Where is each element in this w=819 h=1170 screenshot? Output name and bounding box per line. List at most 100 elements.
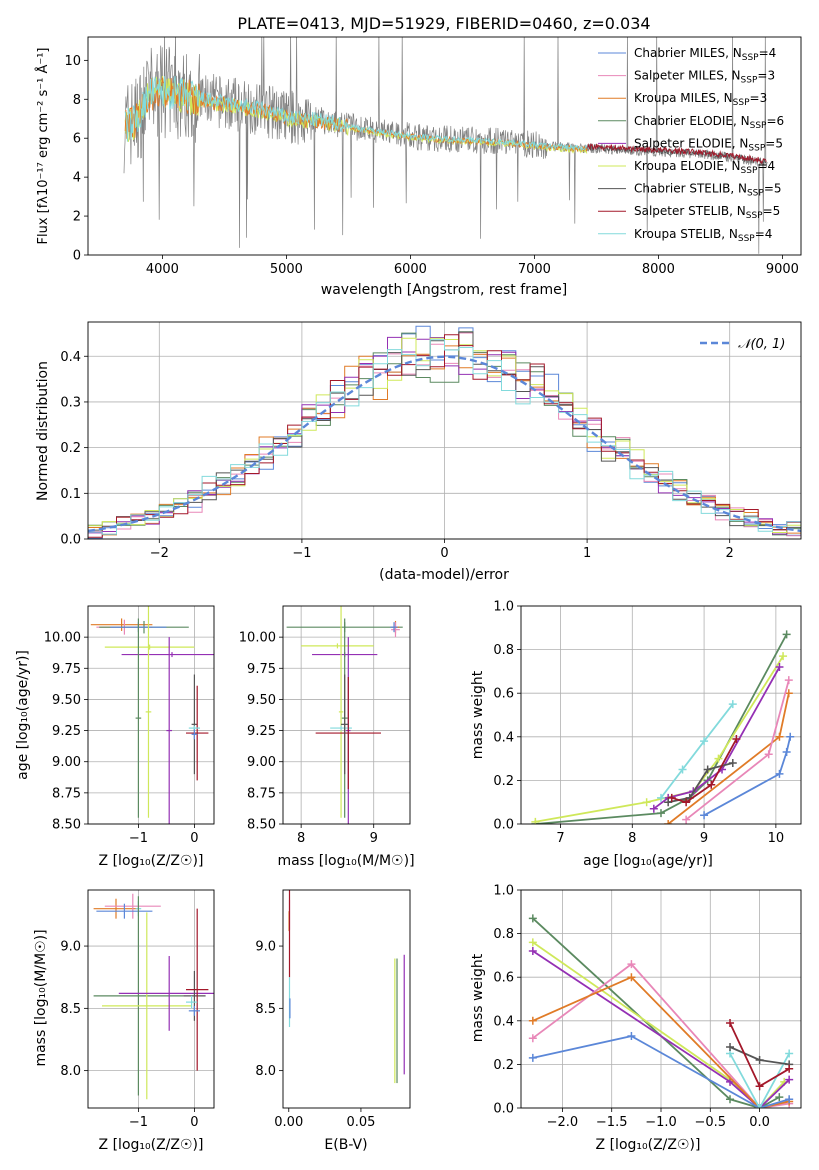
mass-weight-vs-z-ylabel: mass weight bbox=[470, 953, 486, 1042]
series-marker-chabrier-miles bbox=[700, 811, 709, 820]
series-marker-kroupa-stelib bbox=[657, 793, 665, 802]
histogram-kroupa-stelib bbox=[88, 339, 801, 535]
y-tick-label: 8.75 bbox=[52, 786, 81, 801]
axes-frame: −1 0 8.0 8.5 9.0 bbox=[60, 889, 215, 1130]
legend-value: =5 bbox=[764, 182, 782, 196]
mass-weight-vs-z-xlabel: Z [log₁₀(Z/Z☉)] bbox=[596, 1137, 701, 1153]
legend-entry-salpeter-elodie: Salpeter ELODIE, NSSP=5 bbox=[634, 136, 783, 153]
x-tick-label: 0 bbox=[440, 546, 448, 561]
y-tick-label: 4 bbox=[73, 171, 81, 186]
y-tick-label: 0.4 bbox=[60, 350, 81, 365]
mass-vs-ebv-panel: 0.00 0.05 8.0 8.5 9.0 E(B-V) bbox=[255, 889, 411, 1153]
axes-spine bbox=[520, 605, 802, 825]
series-marker-kroupa-elodie bbox=[642, 798, 651, 807]
model-spectrum-salpeter-stelib bbox=[587, 143, 767, 165]
series-marker-kroupa-stelib bbox=[755, 1104, 764, 1108]
series-line-chabrier-miles bbox=[703, 736, 792, 817]
x-tick-label: 9000 bbox=[766, 262, 799, 277]
series-marker-kroupa-elodie bbox=[714, 754, 723, 763]
legend-value: =5 bbox=[765, 136, 783, 150]
series-marker-kroupa-elodie bbox=[531, 817, 540, 824]
y-tick-label: 1.0 bbox=[493, 884, 514, 899]
series-marker-chabrier-elodie bbox=[775, 1093, 784, 1102]
mass-weight-vs-z-plot-area: −2.0 −1.5 −1.0 −0.5 0.0 0.0 0.2 0.4 0.6 0.8 1.0 bbox=[493, 884, 802, 1130]
y-tick-label: 9.75 bbox=[247, 662, 276, 677]
x-tick-label: 0.00 bbox=[274, 1115, 303, 1130]
legend-text: Kroupa STELIB, N bbox=[634, 227, 738, 241]
y-tick-label: 8.50 bbox=[52, 818, 81, 833]
x-tick-label: 1 bbox=[583, 546, 591, 561]
residual-histogram-panel: −2 −1 0 1 2 0.0 0.1 0.2 0.3 0.4 𝒩(0, 1) (data-mode… bbox=[35, 321, 802, 583]
series-line-kroupa-stelib bbox=[729, 1053, 790, 1108]
series-marker-chabrier-miles bbox=[528, 1053, 537, 1062]
x-tick-label: 9 bbox=[700, 831, 708, 846]
mass-weight-vs-age-panel: 7 8 9 10 0.0 0.2 0.4 0.6 0.8 1.0 age [log₁₀(age/y… bbox=[470, 600, 802, 869]
series-marker-salpeter-elodie bbox=[528, 947, 537, 956]
x-tick-label: 5000 bbox=[270, 262, 303, 277]
axes-spine bbox=[282, 889, 411, 1109]
mass-weight-vs-age-plot-area: 7 8 9 10 0.0 0.2 0.4 0.6 0.8 1.0 bbox=[493, 600, 802, 846]
legend-text: Chabrier ELODIE, N bbox=[634, 114, 750, 128]
series-line-chabrier-elodie bbox=[532, 917, 780, 1108]
y-tick-label: 9.00 bbox=[247, 755, 276, 770]
y-tick-label: 0.1 bbox=[60, 487, 81, 502]
series-marker-chabrier-miles bbox=[775, 769, 784, 778]
legend-entry-chabrier-stelib: Chabrier STELIB, NSSP=5 bbox=[634, 182, 782, 199]
legend-text: Kroupa ELODIE, N bbox=[634, 159, 741, 173]
legend-value: =6 bbox=[766, 114, 784, 128]
spectrum-title: PLATE=0413, MJD=51929, FIBERID=0460, z=0… bbox=[237, 14, 650, 33]
age-vs-mass-plot-area: 8 9 8.50 8.75 9.00 9.25 9.50 9.75 10.00 bbox=[239, 605, 411, 846]
legend-subscript: SSP bbox=[741, 76, 758, 86]
legend-entry-kroupa-elodie: Kroupa ELODIE, NSSP=4 bbox=[634, 159, 775, 176]
series-marker-kroupa-miles bbox=[528, 1016, 537, 1025]
y-tick-label: 8.5 bbox=[255, 1002, 276, 1017]
x-tick-label: −1 bbox=[292, 546, 311, 561]
series-line-salpeter-miles bbox=[532, 962, 790, 1108]
legend-value: =3 bbox=[750, 91, 768, 105]
series-marker-chabrier-miles bbox=[782, 748, 791, 757]
series-marker-salpeter-miles bbox=[627, 960, 636, 969]
y-tick-label: 0.6 bbox=[493, 971, 514, 986]
series-marker-kroupa-miles bbox=[664, 820, 673, 824]
series-marker-kroupa-miles bbox=[775, 732, 784, 741]
axes-frame: 8 9 8.50 8.75 9.00 9.25 9.50 9.75 10.00 bbox=[239, 605, 411, 846]
axes-spine bbox=[87, 36, 802, 256]
mass-vs-ebv-xlabel: E(B-V) bbox=[324, 1137, 367, 1153]
legend-value: =4 bbox=[759, 46, 777, 60]
y-tick-label: 8.75 bbox=[247, 786, 276, 801]
y-tick-label: 6 bbox=[73, 132, 81, 147]
y-tick-label: 8.0 bbox=[60, 1064, 81, 1079]
x-tick-label: 8 bbox=[628, 831, 636, 846]
x-tick-label: 0.05 bbox=[346, 1115, 375, 1130]
series-marker-kroupa-elodie bbox=[528, 938, 537, 947]
y-tick-label: 10 bbox=[64, 54, 81, 69]
residual-plot-area: −2 −1 0 1 2 0.0 0.1 0.2 0.3 0.4 𝒩(0, 1) bbox=[60, 321, 802, 561]
legend-entry-kroupa-stelib: Kroupa STELIB, NSSP=4 bbox=[634, 227, 772, 244]
axes-frame: 7 8 9 10 0.0 0.2 0.4 0.6 0.8 1.0 bbox=[493, 600, 802, 846]
y-tick-label: 9.00 bbox=[52, 755, 81, 770]
series-marker-salpeter-miles bbox=[764, 750, 773, 759]
y-tick-label: 0.3 bbox=[60, 395, 81, 410]
plot-content bbox=[288, 890, 405, 1084]
legend-subscript: SSP bbox=[747, 189, 764, 199]
series-marker-salpeter-stelib bbox=[707, 780, 716, 789]
y-tick-label: 10.00 bbox=[44, 631, 81, 646]
series-marker-chabrier-miles bbox=[786, 732, 795, 741]
mass-weight-vs-age-xlabel: age [log₁₀(age/yr)] bbox=[583, 853, 713, 869]
legend-text: Salpeter STELIB, N bbox=[634, 204, 746, 218]
x-tick-label: −1 bbox=[129, 831, 148, 846]
x-tick-label: 6000 bbox=[394, 262, 427, 277]
x-tick-label: 0.0 bbox=[749, 1115, 770, 1130]
series-marker-salpeter-stelib bbox=[667, 793, 676, 802]
x-tick-label: 9 bbox=[370, 831, 378, 846]
x-tick-label: 7 bbox=[556, 831, 564, 846]
spectrum-plot-area: 4000 5000 6000 7000 8000 9000 0 2 4 6 8 10 Chabrier … bbox=[64, 36, 802, 277]
series-line-salpeter-elodie bbox=[532, 950, 790, 1108]
plot-content bbox=[286, 606, 403, 824]
y-tick-label: 9.25 bbox=[52, 724, 81, 739]
legend-subscript: SSP bbox=[733, 98, 750, 108]
legend-subscript: SSP bbox=[741, 166, 758, 176]
legend-text: Kroupa MILES, N bbox=[634, 91, 733, 105]
